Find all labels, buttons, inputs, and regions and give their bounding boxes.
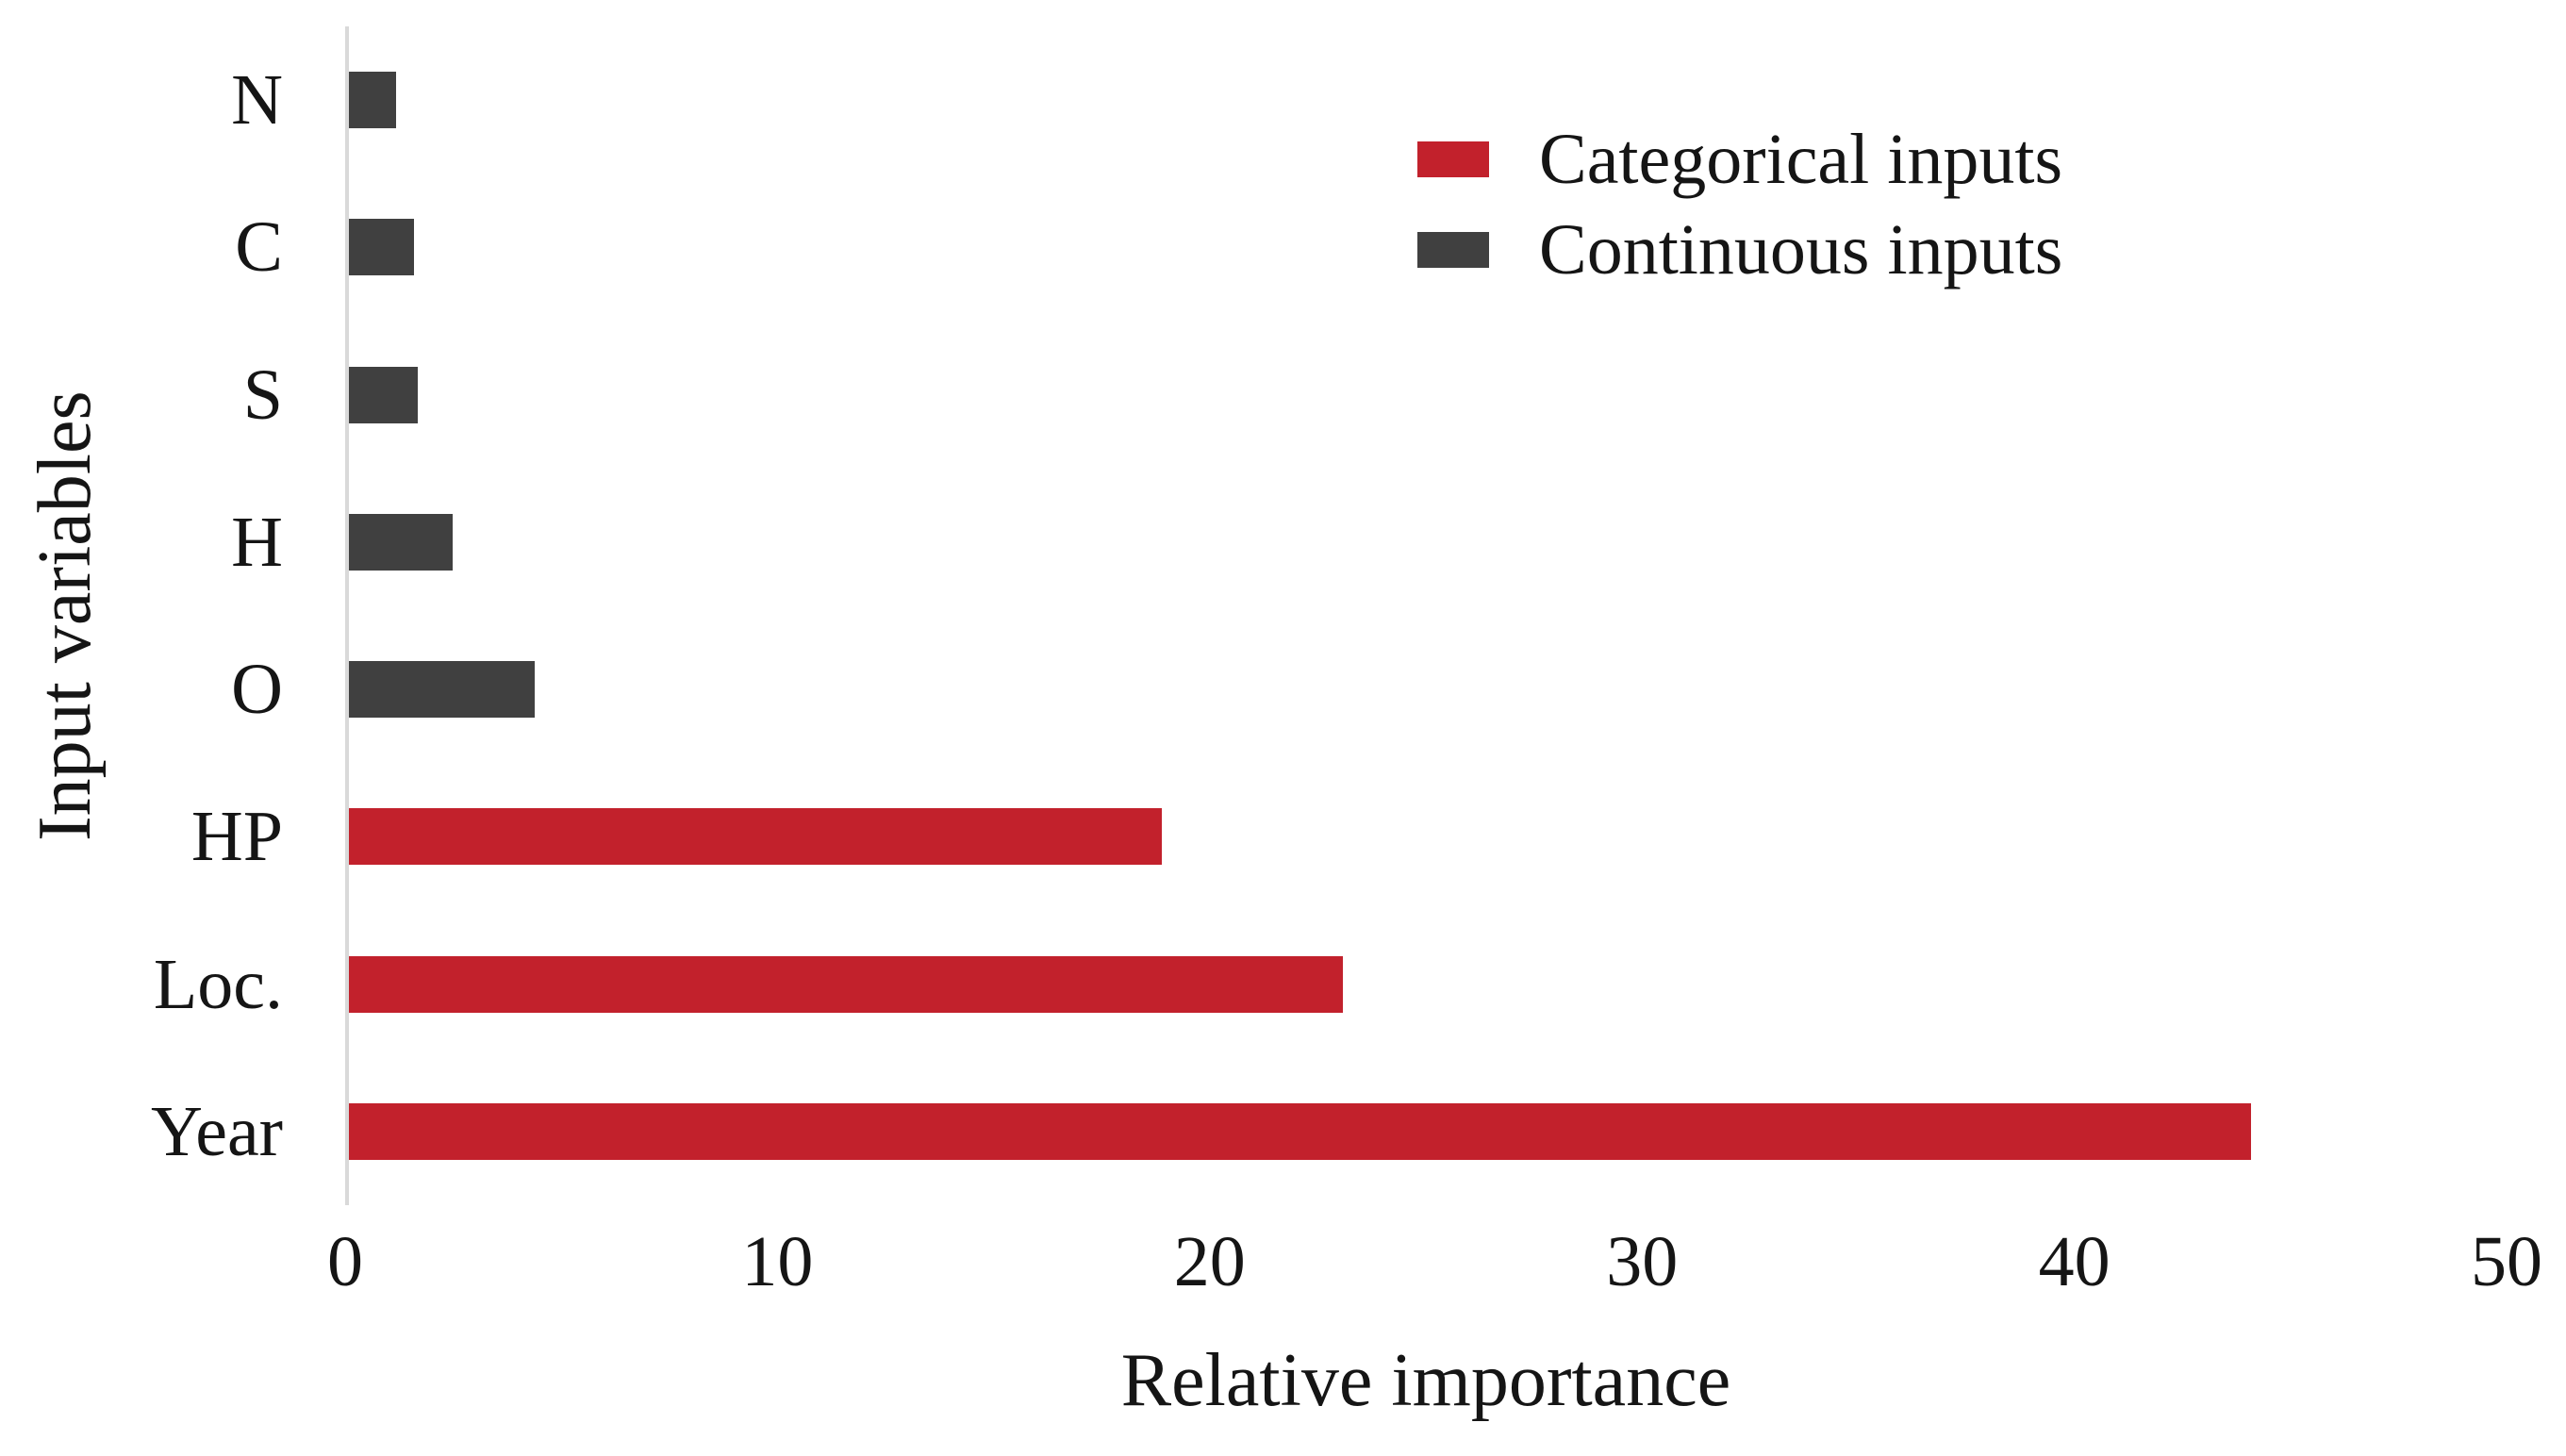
category-axis-labels: N C S H O HP Loc. Year bbox=[0, 26, 283, 1205]
bar-n bbox=[349, 72, 397, 129]
bar-s bbox=[349, 366, 419, 423]
category-label: N bbox=[231, 60, 283, 141]
legend-entry: Categorical inputs bbox=[1417, 124, 2062, 195]
x-tick-label: 30 bbox=[1606, 1222, 1679, 1301]
category-label: O bbox=[231, 650, 283, 730]
category-label: Year bbox=[150, 1091, 283, 1171]
category-label: H bbox=[231, 502, 283, 582]
bar-hp bbox=[349, 808, 1162, 866]
bar-year bbox=[349, 1102, 2251, 1160]
x-tick-label: 40 bbox=[2038, 1222, 2111, 1301]
x-axis-tick-labels: 0 10 20 30 40 50 bbox=[327, 1222, 2542, 1311]
legend-label: Continuous inputs bbox=[1539, 210, 2063, 290]
legend: Categorical inputs Continuous inputs bbox=[1417, 124, 2062, 305]
bar-o bbox=[349, 661, 536, 719]
category-label: S bbox=[242, 355, 283, 435]
x-tick-label: 0 bbox=[327, 1222, 363, 1301]
legend-swatch bbox=[1417, 232, 1489, 268]
category-label: C bbox=[235, 207, 283, 288]
legend-swatch bbox=[1417, 141, 1489, 177]
x-axis-title: Relative importance bbox=[1120, 1339, 1731, 1422]
legend-entry: Continuous inputs bbox=[1417, 214, 2062, 286]
x-tick-label: 20 bbox=[1173, 1222, 1246, 1301]
bar-h bbox=[349, 513, 454, 571]
category-label: Loc. bbox=[153, 944, 283, 1024]
plot-area bbox=[345, 26, 2510, 1205]
x-tick-label: 10 bbox=[741, 1222, 814, 1301]
category-label: HP bbox=[190, 797, 283, 877]
bar-c bbox=[349, 219, 414, 276]
bar-loc bbox=[349, 955, 1344, 1013]
x-tick-label: 50 bbox=[2471, 1222, 2542, 1301]
legend-label: Categorical inputs bbox=[1539, 120, 2063, 199]
